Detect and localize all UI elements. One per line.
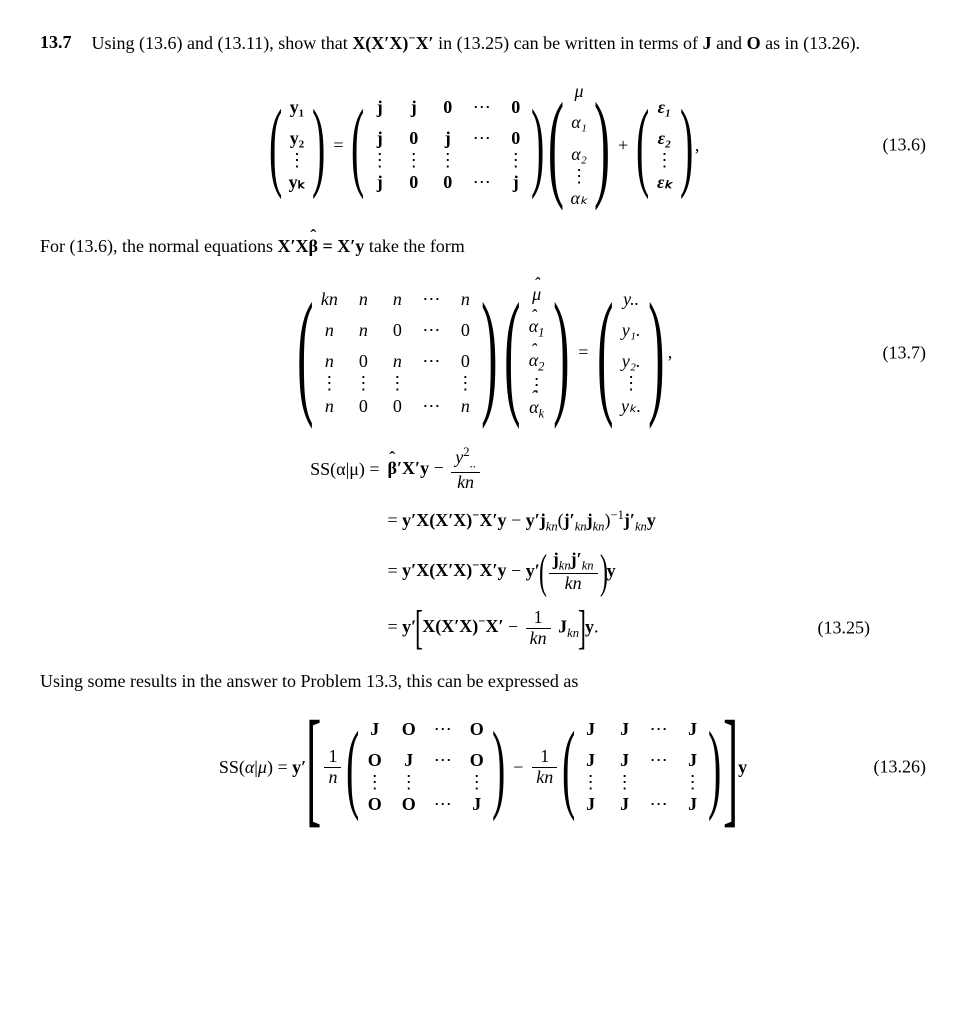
equals: = <box>333 133 343 158</box>
eqnum-13-25: (13.25) <box>818 616 871 641</box>
para1-expr: X′Xβ = X′y <box>277 236 364 256</box>
comma: , <box>695 133 700 158</box>
equals-2: = <box>578 340 588 365</box>
problem-text-3: and <box>712 33 747 53</box>
problem-text-2: in (13.25) can be written in terms of <box>434 33 703 53</box>
problem-expr: X(X′X)−X′ <box>352 33 433 53</box>
ss-line1: β′X′y − y2..kn <box>388 446 656 492</box>
ss-lhs: SS(α|μ) = <box>310 457 379 482</box>
mat-jo: ( JO⋯O OJ⋯O ⋮⋮⋮ OO⋯J ) <box>348 714 503 821</box>
problem-number: 13.7 <box>40 30 72 55</box>
ss-lhs-2: SS(α|μ) = y′ <box>219 755 306 780</box>
problem-text: Using (13.6) and (13.11), show that X(X′… <box>92 30 927 56</box>
equation-13-26: SS(α|μ) = y′ [ 1n ( JO⋯O OJ⋯O ⋮⋮⋮ OO⋯J )… <box>40 714 926 821</box>
eqnum-13-26: (13.26) <box>874 755 927 780</box>
rhs-y: y <box>738 755 747 780</box>
vec-y: ( y₁ y₂ ⋮ yₖ ) <box>271 92 324 199</box>
eqnum-13-7: (13.7) <box>883 340 927 365</box>
left-bracket: [ <box>306 715 321 819</box>
eqnum-13-6: (13.6) <box>883 133 927 158</box>
ss-line4: = y′[X(X′X)−X′ − 1kn Jkn]y. (13.25) <box>388 608 656 649</box>
equation-13-6: ( y₁ y₂ ⋮ yₖ ) = ( jj0⋯0 j0j⋯0 ⋮⋮⋮⋮ j00⋯… <box>40 76 926 214</box>
frac-1-n: 1n <box>324 747 341 788</box>
para1-t1: For (13.6), the normal equations <box>40 236 277 256</box>
equation-13-7: ( knnn⋯n nn0⋯0 n0n⋯0 ⋮⋮⋮⋮ n00⋯n ) ( μ α1… <box>40 279 926 426</box>
y1: y₁ <box>280 92 314 123</box>
mat-j: ( jj0⋯0 j0j⋯0 ⋮⋮⋮⋮ j00⋯j ) <box>353 92 542 199</box>
vdots: ⋮ <box>280 154 314 167</box>
para1-t2: take the form <box>364 236 464 256</box>
minus: − <box>513 755 523 780</box>
vec-hats: ( μ α1 α2 ⋮ αk ) <box>505 279 568 426</box>
frac-1-kn: 1kn <box>532 747 557 788</box>
ss-derivation: SS(α|μ) = β′X′y − y2..kn = y′X(X′X)−X′y … <box>310 446 656 648</box>
vec-alpha: ( μ α₁ α₂ ⋮ αₖ ) <box>550 76 608 214</box>
right-bracket: ] <box>723 715 738 819</box>
yk: yₖ <box>280 167 314 198</box>
comma-2: , <box>668 340 673 365</box>
problem-text-4: as in (13.26). <box>761 33 860 53</box>
mat-jj: ( JJ⋯J JJ⋯J ⋮⋮⋮ JJ⋯J ) <box>564 714 719 821</box>
problem-header: 13.7 Using (13.6) and (13.11), show that… <box>40 30 926 56</box>
para-problem-13-3: Using some results in the answer to Prob… <box>40 669 926 694</box>
vec-ydot: ( y.. y₁. y₂. ⋮ yₖ. ) <box>598 284 663 422</box>
problem-j: J <box>703 33 712 53</box>
problem-o: O <box>747 33 761 53</box>
mat-kn: ( knnn⋯n nn0⋯0 n0n⋯0 ⋮⋮⋮⋮ n00⋯n ) <box>298 284 497 422</box>
ss-line2: = y′X(X′X)−X′y − y′jkn(j′knjkn)−1j′kny <box>388 507 656 536</box>
problem-text-1: Using (13.6) and (13.11), show that <box>92 33 353 53</box>
plus: + <box>618 133 628 158</box>
para-normal-eq: For (13.6), the normal equations X′Xβ = … <box>40 234 926 259</box>
vec-eps: ( ε₁ ε₂ ⋮ εₖ ) <box>638 92 691 199</box>
ss-line3: = y′X(X′X)−X′y − y′(jknj′knkn)y <box>388 550 656 594</box>
